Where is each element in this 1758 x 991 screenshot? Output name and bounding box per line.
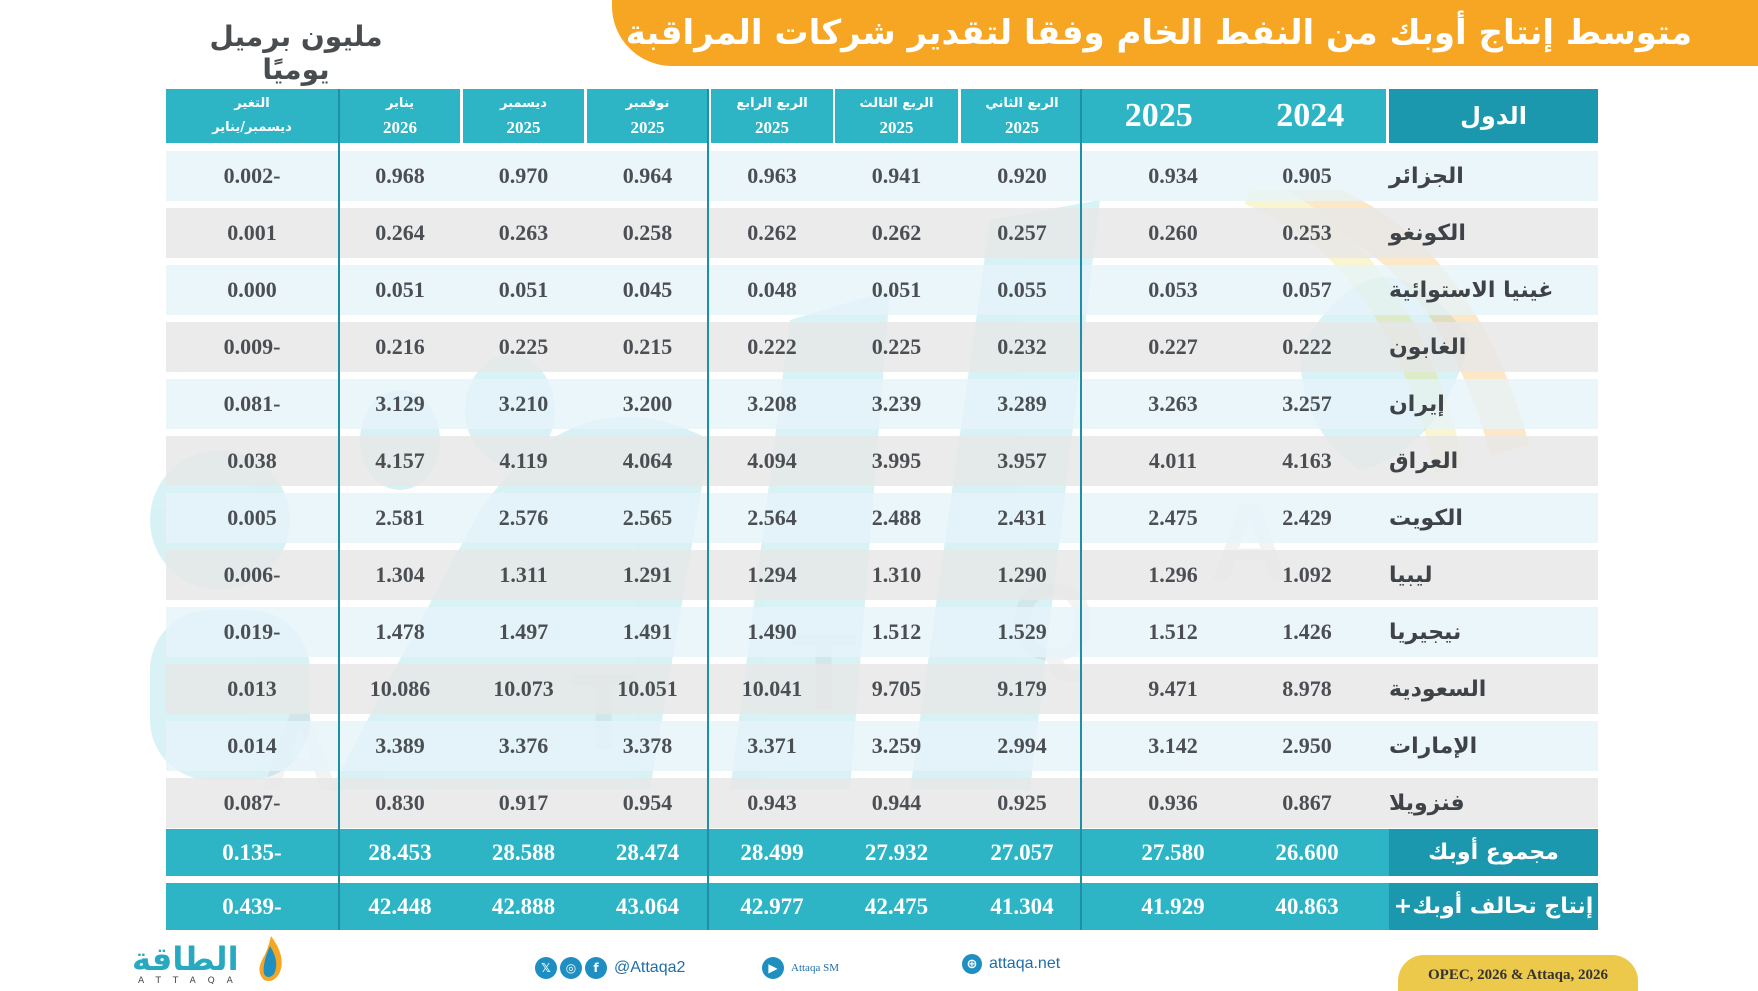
country-name: غينيا الاستوائية bbox=[1389, 277, 1554, 303]
country-name: الإمارات bbox=[1389, 733, 1478, 759]
total-opec-plus-row: 0.439- 42.448 42.888 43.064 42.977 42.47… bbox=[166, 883, 1598, 930]
country-name: ليبيا bbox=[1389, 562, 1433, 588]
social-handle[interactable]: @Attaqa2 bbox=[614, 959, 686, 976]
header-change: التغير ديسمبر/يناير bbox=[166, 89, 338, 143]
table-row: 0.002- 0.968 0.970 0.964 0.963 0.941 0.9… bbox=[166, 151, 1598, 201]
source-badge: OPEC, 2026 & Attaqa, 2026 bbox=[1398, 955, 1638, 991]
title-banner: متوسط إنتاج أوبك من النفط الخام وفقا لتق… bbox=[612, 0, 1758, 66]
globe-icon: ⊕ bbox=[962, 954, 982, 974]
country-name: الغابون bbox=[1389, 334, 1467, 360]
country-name: السعودية bbox=[1389, 676, 1487, 702]
country-name: الجزائر bbox=[1389, 163, 1464, 189]
social-links: 𝕏 ◎ f @Attaqa2 bbox=[535, 957, 685, 979]
attaqa-logo-latin: ATTAQA bbox=[138, 976, 245, 986]
table-row: 0.006- 1.304 1.311 1.291 1.294 1.310 1.2… bbox=[166, 550, 1598, 600]
total-label: إنتاج تحالف أوبك+ bbox=[1389, 883, 1598, 930]
column-divider bbox=[1080, 89, 1082, 930]
table-row: 0.005 2.581 2.576 2.565 2.564 2.488 2.43… bbox=[166, 493, 1598, 543]
country-name: الكونغو bbox=[1389, 220, 1466, 246]
table-row: 0.001 0.264 0.263 0.258 0.262 0.262 0.25… bbox=[166, 208, 1598, 258]
header-annual: 2025 2024 bbox=[1083, 89, 1386, 143]
header-nov-2025: نوفمبر 2025 bbox=[587, 89, 708, 143]
facebook-icon[interactable]: f bbox=[585, 957, 607, 979]
table-row: 0.014 3.389 3.376 3.378 3.371 3.259 2.99… bbox=[166, 721, 1598, 771]
website-link[interactable]: ⊕ attaqa.net bbox=[962, 954, 1060, 974]
country-name: العراق bbox=[1389, 448, 1459, 474]
page-title: متوسط إنتاج أوبك من النفط الخام وفقا لتق… bbox=[625, 13, 1693, 53]
table-row: 0.019- 1.478 1.497 1.491 1.490 1.512 1.5… bbox=[166, 607, 1598, 657]
header-jan-2026: يناير 2026 bbox=[340, 89, 460, 143]
table-row: 0.081- 3.129 3.210 3.200 3.208 3.239 3.2… bbox=[166, 379, 1598, 429]
youtube-icon: ▶ bbox=[762, 957, 784, 979]
total-opec-row: 0.135- 28.453 28.588 28.474 28.499 27.93… bbox=[166, 829, 1598, 876]
country-name: إيران bbox=[1389, 391, 1445, 417]
total-label: مجموع أوبك bbox=[1389, 829, 1598, 876]
table-row: 0.087- 0.830 0.917 0.954 0.943 0.944 0.9… bbox=[166, 778, 1598, 828]
column-divider bbox=[707, 89, 709, 930]
header-dec-2025: ديسمبر 2025 bbox=[463, 89, 584, 143]
table-row: 0.000 0.051 0.051 0.045 0.048 0.051 0.05… bbox=[166, 265, 1598, 315]
column-divider bbox=[338, 89, 340, 930]
country-name: الكويت bbox=[1389, 505, 1463, 531]
table-row: 0.013 10.086 10.073 10.051 10.041 9.705 … bbox=[166, 664, 1598, 714]
x-icon[interactable]: 𝕏 bbox=[535, 957, 557, 979]
youtube-link[interactable]: ▶ Attaqa SM bbox=[762, 957, 839, 979]
header-q3-2025: الربع الثالث 2025 bbox=[835, 89, 958, 143]
attaqa-flame-icon bbox=[259, 936, 282, 981]
table-row: 0.009- 0.216 0.225 0.215 0.222 0.225 0.2… bbox=[166, 322, 1598, 372]
header-q2-2025: الربع الثاني 2025 bbox=[961, 89, 1083, 143]
unit-label: مليون برميل يوميًا bbox=[209, 20, 383, 86]
country-name: نيجيريا bbox=[1389, 619, 1462, 645]
header-q4-2025: الربع الرابع 2025 bbox=[711, 89, 833, 143]
table-row: 0.038 4.157 4.119 4.064 4.094 3.995 3.95… bbox=[166, 436, 1598, 486]
header-country: الدول bbox=[1389, 89, 1598, 143]
attaqa-logo: الطاقة bbox=[132, 940, 239, 978]
country-name: فنزويلا bbox=[1389, 790, 1465, 816]
header-2024: 2024 bbox=[1276, 97, 1345, 134]
header-2025: 2025 bbox=[1124, 97, 1193, 134]
instagram-icon[interactable]: ◎ bbox=[560, 957, 582, 979]
